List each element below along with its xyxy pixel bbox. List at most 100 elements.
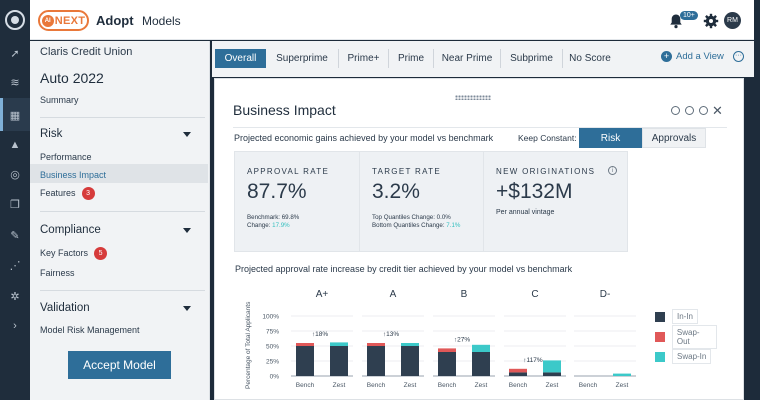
pencil-icon[interactable]: ✎ — [10, 229, 20, 242]
key-factors-badge: 5 — [94, 247, 108, 260]
tab-no-score[interactable]: No Score — [569, 53, 611, 64]
add-view-button[interactable]: + Add a View — [661, 51, 724, 62]
chevron-down-icon[interactable] — [183, 228, 191, 233]
divider — [40, 290, 205, 291]
close-icon[interactable]: ✕ — [712, 103, 723, 118]
business-impact-card: Business Impact ✕ Projected economic gai… — [214, 78, 744, 400]
scatter-icon[interactable]: ⋰ — [9, 259, 21, 272]
x-tick-label: Zest — [404, 382, 417, 389]
rail-active-indicator — [0, 98, 30, 131]
kpi-label: TARGET RATE — [372, 167, 441, 176]
sidebar-item-fairness[interactable]: Fairness — [40, 268, 75, 278]
app-title: Adopt — [96, 13, 134, 28]
sidebar-item-features-label: Features — [40, 187, 76, 198]
bar-in-in — [330, 346, 348, 376]
y-tick-label: 0% — [270, 374, 280, 381]
sidebar-item-summary[interactable]: Summary — [40, 95, 79, 105]
chevron-down-icon[interactable] — [183, 132, 191, 137]
legend-label: Swap-Out — [671, 324, 717, 349]
tab-prime-plus[interactable]: Prime+ — [339, 49, 389, 68]
section-compliance[interactable]: Compliance — [40, 224, 205, 236]
tab-near-prime[interactable]: Near Prime — [434, 49, 501, 68]
bell-icon[interactable] — [668, 13, 684, 29]
top-bar: AI NEXT Adopt Models 10+ RM — [30, 0, 754, 40]
bar-in-in — [367, 346, 385, 376]
sidebar-item-key-factors-label: Key Factors — [40, 247, 89, 258]
chart-subtitle: Projected approval rate increase by cred… — [235, 264, 573, 274]
gear-icon[interactable] — [703, 13, 719, 29]
table-icon[interactable]: ▦ — [9, 109, 21, 122]
more-icon[interactable] — [699, 106, 708, 115]
sidebar-item-business-impact[interactable]: Business Impact — [40, 170, 107, 180]
add-view-label: Add a View — [676, 51, 724, 62]
compass-icon[interactable]: ◎ — [10, 168, 20, 181]
toggle-approvals[interactable]: Approvals — [642, 128, 706, 148]
features-badge: 3 — [81, 187, 95, 200]
bar-swap-in — [543, 360, 561, 373]
drag-handle-icon[interactable] — [455, 95, 491, 100]
section-risk[interactable]: Risk — [40, 128, 205, 140]
settings-icon[interactable]: ✲ — [10, 290, 20, 303]
section-compliance-title: Compliance — [40, 224, 101, 236]
toggle-risk[interactable]: Risk — [579, 128, 642, 148]
layers-icon[interactable]: ≋ — [10, 76, 20, 89]
legend-swap-in: Swap-In — [655, 349, 712, 364]
x-tick-label: Bench — [579, 382, 598, 389]
change-label: ↑27% — [454, 336, 470, 343]
bar-in-in — [401, 346, 419, 376]
brand-logo[interactable]: AI NEXT — [38, 10, 89, 31]
nav-models[interactable]: Models — [142, 14, 181, 28]
sidebar-item-features[interactable]: Features 3 — [40, 187, 95, 200]
y-tick-label: 100% — [262, 314, 279, 321]
kpi-value: 3.2% — [372, 180, 420, 203]
kpi-note: Top Quantiles Change: 0.0% — [372, 214, 451, 221]
window-frame — [754, 0, 760, 400]
mountain-icon[interactable]: ▲ — [9, 139, 21, 151]
expand-icon[interactable]: › — [13, 320, 17, 332]
plus-icon: + — [661, 51, 672, 62]
legend-swap-out: Swap-Out — [655, 324, 717, 349]
legend-in-in: In-In — [655, 309, 699, 324]
bar-in-in — [543, 372, 561, 376]
x-tick-label: Zest — [616, 382, 629, 389]
kpi-approval-rate: APPROVAL RATE i 87.7% Benchmark: 69.8% C… — [234, 151, 379, 252]
tab-overall[interactable]: Overall — [215, 49, 266, 68]
group-label: B — [461, 289, 468, 300]
kpi-label: NEW ORIGINATIONS — [496, 167, 596, 176]
section-validation[interactable]: Validation — [40, 302, 205, 314]
sidebar-item-model-risk-management[interactable]: Model Risk Management — [40, 325, 140, 335]
kpi-new-originations: NEW ORIGINATIONS i +$132M Per annual vin… — [483, 151, 628, 252]
logo-icon[interactable] — [5, 10, 25, 30]
tab-subprime[interactable]: Subprime — [501, 49, 563, 68]
bar-swap-in — [472, 344, 490, 352]
x-tick-label: Bench — [509, 382, 528, 389]
tab-superprime[interactable]: Superprime — [266, 49, 339, 68]
copy-icon[interactable]: ❐ — [10, 198, 20, 211]
more-options-icon[interactable]: ··· — [733, 51, 744, 62]
approval-rate-chart: Percentage of Total Applicants 100% 75% 50%… — [245, 289, 636, 389]
chart-legend: In-In Swap-Out Swap-In — [655, 305, 717, 368]
bar-swap-out — [438, 348, 456, 352]
avatar[interactable]: RM — [724, 12, 741, 29]
info-icon[interactable]: i — [608, 166, 617, 175]
segment-tabs: Overall Superprime Prime+ Prime Near Pri… — [212, 41, 754, 77]
legend-swatch — [655, 331, 665, 342]
divider — [233, 127, 727, 128]
group-label: A+ — [316, 289, 329, 300]
divider — [40, 211, 205, 212]
sidebar-item-key-factors[interactable]: Key Factors 5 — [40, 247, 108, 260]
change-label: ↑117% — [523, 357, 543, 364]
kpi-note: Bottom Quantiles Change: 7.1% — [372, 222, 460, 229]
change-label: ↑13% — [383, 331, 399, 338]
navigate-icon[interactable] — [685, 106, 694, 115]
tab-prime[interactable]: Prime — [389, 49, 434, 68]
sidebar-item-performance[interactable]: Performance — [40, 152, 92, 162]
rocket-icon[interactable]: ➚ — [10, 47, 20, 60]
kpi-note: Change: 17.9% — [247, 222, 290, 229]
accept-model-button[interactable]: Accept Model — [68, 351, 171, 379]
card-subtitle: Projected economic gains achieved by you… — [234, 133, 494, 143]
bar-swap-out — [367, 343, 385, 346]
bar-swap-in — [330, 342, 348, 346]
minimize-icon[interactable] — [671, 106, 680, 115]
chevron-down-icon[interactable] — [183, 306, 191, 311]
